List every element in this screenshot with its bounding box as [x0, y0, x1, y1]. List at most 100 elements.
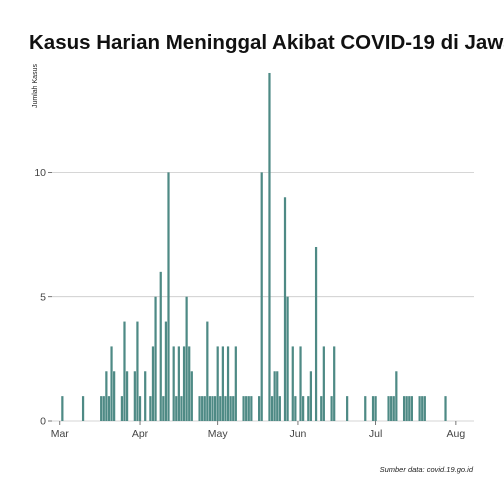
bar — [172, 346, 175, 421]
bar — [421, 396, 424, 421]
x-tick-label: Aug — [447, 428, 466, 440]
y-axis-ticks: 0 5 10 — [34, 167, 52, 428]
bar — [211, 396, 214, 421]
bar — [309, 371, 313, 421]
bar — [177, 346, 180, 421]
bar — [149, 396, 152, 421]
x-tick-label: Mar — [51, 428, 70, 440]
bar — [151, 346, 155, 421]
bar — [144, 371, 147, 421]
bar — [322, 346, 325, 421]
bar — [333, 346, 336, 421]
y-tick-label: 0 — [40, 416, 46, 428]
bar — [250, 396, 253, 421]
bar — [268, 72, 271, 421]
bar — [159, 271, 162, 421]
bar — [81, 396, 85, 421]
bar — [278, 396, 281, 421]
bar — [213, 396, 217, 421]
bar — [273, 371, 276, 421]
bar — [387, 396, 390, 421]
bar — [182, 346, 186, 421]
bar — [107, 396, 111, 421]
bar — [224, 396, 227, 421]
bar — [162, 396, 165, 421]
bar — [208, 396, 212, 421]
bar — [123, 321, 126, 421]
bar — [444, 396, 447, 421]
bar — [120, 396, 124, 421]
bar — [299, 346, 302, 421]
x-tick-label: Jun — [289, 428, 306, 440]
bar — [242, 396, 245, 421]
bar — [405, 396, 408, 421]
bar — [270, 396, 274, 421]
bar — [61, 396, 64, 421]
bar — [410, 396, 413, 421]
bar — [247, 396, 250, 421]
bar — [185, 296, 188, 421]
x-tick-label: Apr — [132, 428, 149, 440]
bar — [219, 396, 222, 421]
bar — [234, 346, 237, 421]
bar — [180, 396, 183, 421]
bar — [302, 396, 305, 421]
bar — [167, 172, 170, 421]
bar — [188, 346, 191, 421]
bar — [408, 396, 411, 421]
bar — [136, 321, 139, 421]
bar — [138, 396, 142, 421]
bar — [395, 371, 398, 421]
bar — [229, 396, 232, 421]
bar — [203, 396, 206, 421]
bar — [216, 346, 219, 421]
bar — [320, 396, 323, 421]
bar — [418, 396, 421, 421]
bar — [423, 396, 426, 421]
bar — [260, 172, 263, 421]
bar — [314, 246, 318, 421]
bar — [226, 346, 230, 421]
bar — [346, 396, 349, 421]
x-tick-label: May — [208, 428, 229, 440]
chart-title: Kasus Harian Meninggal Akibat COVID-19 d… — [29, 31, 504, 54]
bar — [294, 396, 297, 421]
y-tick-label: 5 — [40, 291, 46, 303]
x-axis-ticks: Mar Apr May Jun Jul Aug — [51, 421, 466, 440]
bar — [175, 396, 178, 421]
bar — [198, 396, 201, 421]
bar — [105, 371, 108, 421]
bar — [133, 371, 136, 421]
bar — [221, 346, 224, 421]
bar — [402, 396, 406, 421]
y-tick-label: 10 — [34, 167, 46, 179]
bar — [390, 396, 393, 421]
bar — [276, 371, 279, 421]
bar — [392, 396, 395, 421]
bar — [164, 321, 168, 421]
bar — [190, 371, 193, 421]
bar — [291, 346, 294, 421]
bars — [61, 72, 447, 421]
bar — [258, 396, 261, 421]
bar — [206, 321, 209, 421]
bar — [286, 296, 289, 421]
bar — [201, 396, 204, 421]
bar — [154, 296, 157, 421]
bar — [245, 396, 248, 421]
bar — [100, 396, 103, 421]
bar — [110, 346, 113, 421]
y-axis-label: Jumlah Kasus — [32, 64, 39, 108]
bar — [330, 396, 333, 421]
bar — [364, 396, 367, 421]
source-caption: Sumber data: covid.19.go.id — [380, 465, 474, 474]
bar — [307, 396, 310, 421]
bar — [232, 396, 235, 421]
bar — [102, 396, 105, 421]
x-tick-label: Jul — [369, 428, 382, 440]
bar — [374, 396, 377, 421]
bar — [371, 396, 375, 421]
bar — [283, 197, 287, 421]
